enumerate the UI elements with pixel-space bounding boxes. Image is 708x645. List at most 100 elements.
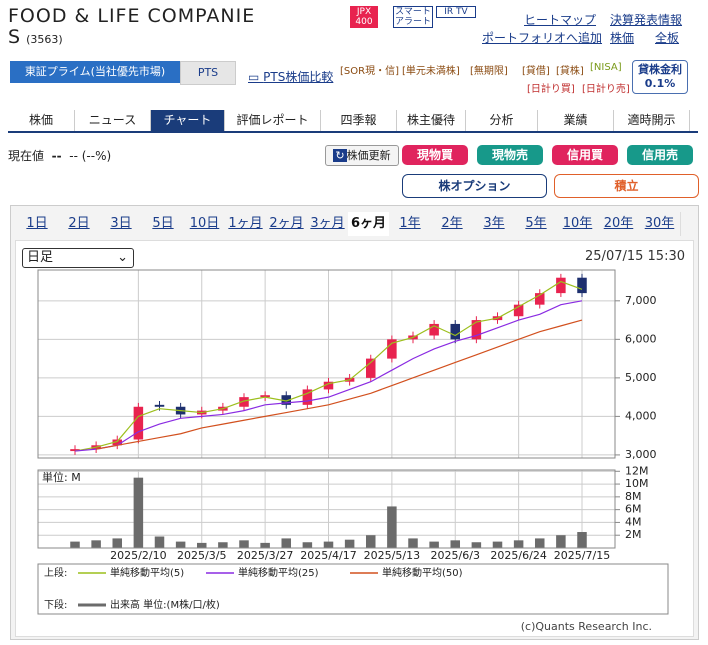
- candle-body: [281, 395, 292, 405]
- volume-bar: [218, 542, 228, 548]
- range-tab[interactable]: 1年: [389, 212, 432, 236]
- range-tab[interactable]: 2年: [431, 212, 474, 236]
- volume-bar: [556, 535, 566, 548]
- x-tick-label: 2025/7/15: [554, 549, 610, 562]
- nav-tab[interactable]: 評価レポート: [225, 110, 321, 131]
- header-link[interactable]: 決算発表情報: [610, 13, 683, 27]
- candle-body: [239, 397, 249, 407]
- refresh-text[interactable]: 株価更新: [346, 149, 391, 162]
- quote-label: 現在値: [8, 149, 45, 163]
- tag: [SOR現・信]: [340, 66, 399, 77]
- volume-bar: [429, 541, 439, 548]
- tag: [貸借]: [522, 66, 550, 77]
- tag: [日計り買]: [527, 84, 575, 95]
- y-tick-label: 6,000: [625, 332, 657, 345]
- candle-body: [556, 277, 566, 294]
- period[interactable]: 日足: [27, 250, 54, 265]
- volume-bar: [112, 538, 123, 548]
- range-tab[interactable]: 1ヶ月: [225, 212, 267, 236]
- volume-bar: [239, 540, 249, 548]
- ma-line: [74, 300, 583, 452]
- trade-button[interactable]: 現物売: [477, 145, 543, 165]
- y-tick-label: 8M: [625, 490, 642, 503]
- volume-bar: [344, 539, 355, 548]
- header-link[interactable]: 全板: [655, 31, 680, 45]
- range-tab[interactable]: 2ヶ月: [266, 212, 308, 236]
- candle-body: [260, 395, 270, 398]
- range-tab[interactable]: 6ヶ月: [348, 212, 390, 236]
- volume-bar: [323, 541, 334, 548]
- pts-compare[interactable]: ▭ PTS株価比較: [248, 70, 334, 84]
- period-select[interactable]: 日足 ⌄: [22, 248, 134, 268]
- volume-bar: [365, 535, 376, 548]
- nav-tab[interactable]: 適時開示: [614, 110, 690, 131]
- candle-body: [323, 381, 334, 390]
- nav-tab[interactable]: チャート: [151, 110, 225, 131]
- badge[interactable]: IR TV: [436, 6, 476, 18]
- badge[interactable]: スマート アラート: [393, 6, 433, 28]
- rate-box: 貸株金利 0.1%: [632, 60, 688, 94]
- volume-bar: [260, 542, 270, 548]
- volume-bar: [534, 538, 545, 548]
- volume-bar: [302, 542, 313, 548]
- option-button[interactable]: 株オプション: [402, 174, 547, 198]
- y-tick-label: 4M: [625, 515, 642, 528]
- x-tick-label: 2025/3/5: [177, 549, 226, 562]
- accumulate-button[interactable]: 積立: [554, 174, 699, 198]
- refresh-button[interactable]: ↻ 株価更新: [325, 145, 399, 166]
- tag: [日計り売]: [582, 84, 630, 95]
- candle-body: [133, 406, 144, 440]
- y-tick-label: 3,000: [625, 448, 657, 461]
- timestamp: 25/07/15 15:30: [585, 249, 685, 264]
- tag: [無期限]: [470, 66, 508, 77]
- y-tick-label: 5,000: [625, 371, 657, 384]
- stock-name-2: S (3563): [8, 26, 63, 48]
- market-tab[interactable]: 東証プライム(当社優先市場): [10, 61, 180, 83]
- badge[interactable]: JPX 400: [350, 6, 378, 28]
- y-tick-label: 4,000: [625, 409, 657, 422]
- tag: [NISA]: [590, 62, 622, 73]
- x-tick-label: 2025/6/3: [431, 549, 480, 562]
- candle-body: [70, 449, 80, 452]
- trade-button[interactable]: 信用売: [627, 145, 693, 165]
- nav-tab[interactable]: 分析: [466, 110, 538, 131]
- candle-body: [302, 389, 313, 405]
- x-tick-label: 2025/3/27: [237, 549, 293, 562]
- candle-body: [471, 320, 482, 340]
- trade-button[interactable]: 現物買: [402, 145, 468, 165]
- y-tick-label: 7,000: [625, 294, 657, 307]
- volume-bar: [154, 536, 165, 548]
- volume-bar: [492, 541, 503, 548]
- stock-code: (3563): [26, 33, 63, 46]
- y-tick-label: 2M: [625, 528, 642, 541]
- range-tab[interactable]: 3日: [100, 212, 143, 236]
- candle-body: [112, 439, 123, 446]
- credit: (c)Quants Research Inc.: [520, 620, 652, 633]
- nav-tab[interactable]: 株価: [8, 110, 75, 131]
- legend-entry: 単純移動平均(5): [110, 566, 184, 579]
- nav-tab[interactable]: 業績: [538, 110, 614, 131]
- nav-tab[interactable]: 株主優待: [397, 110, 466, 131]
- header-link[interactable]: ポートフォリオへ追加: [482, 31, 603, 45]
- volume-bar: [91, 540, 101, 548]
- pts-compare-text[interactable]: PTS株価比較: [263, 70, 334, 84]
- header-link[interactable]: 株価: [610, 31, 635, 45]
- legend-entry: 単純移動平均(25): [238, 566, 319, 579]
- rate: 0.1%: [644, 77, 676, 90]
- legend-label: 下段:: [44, 598, 67, 611]
- candle-body: [577, 277, 587, 294]
- candle-body: [534, 293, 545, 305]
- trade-button[interactable]: 信用買: [552, 145, 618, 165]
- header-link[interactable]: ヒートマップ: [524, 13, 597, 27]
- volume-bar: [408, 538, 418, 548]
- range-tab[interactable]: 30年: [639, 212, 681, 236]
- volume-bar: [471, 542, 482, 548]
- market-tab[interactable]: PTS: [180, 61, 236, 85]
- range-tab[interactable]: 1日: [16, 212, 59, 236]
- nav-tab[interactable]: ニュース: [75, 110, 151, 131]
- range-tab[interactable]: 3年: [473, 212, 516, 236]
- x-tick-label: 2025/2/10: [110, 549, 166, 562]
- range-tab[interactable]: 10年: [557, 212, 599, 236]
- nav-tab[interactable]: 四季報: [321, 110, 397, 131]
